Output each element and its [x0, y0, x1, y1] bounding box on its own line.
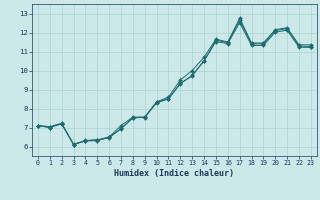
X-axis label: Humidex (Indice chaleur): Humidex (Indice chaleur) [115, 169, 234, 178]
